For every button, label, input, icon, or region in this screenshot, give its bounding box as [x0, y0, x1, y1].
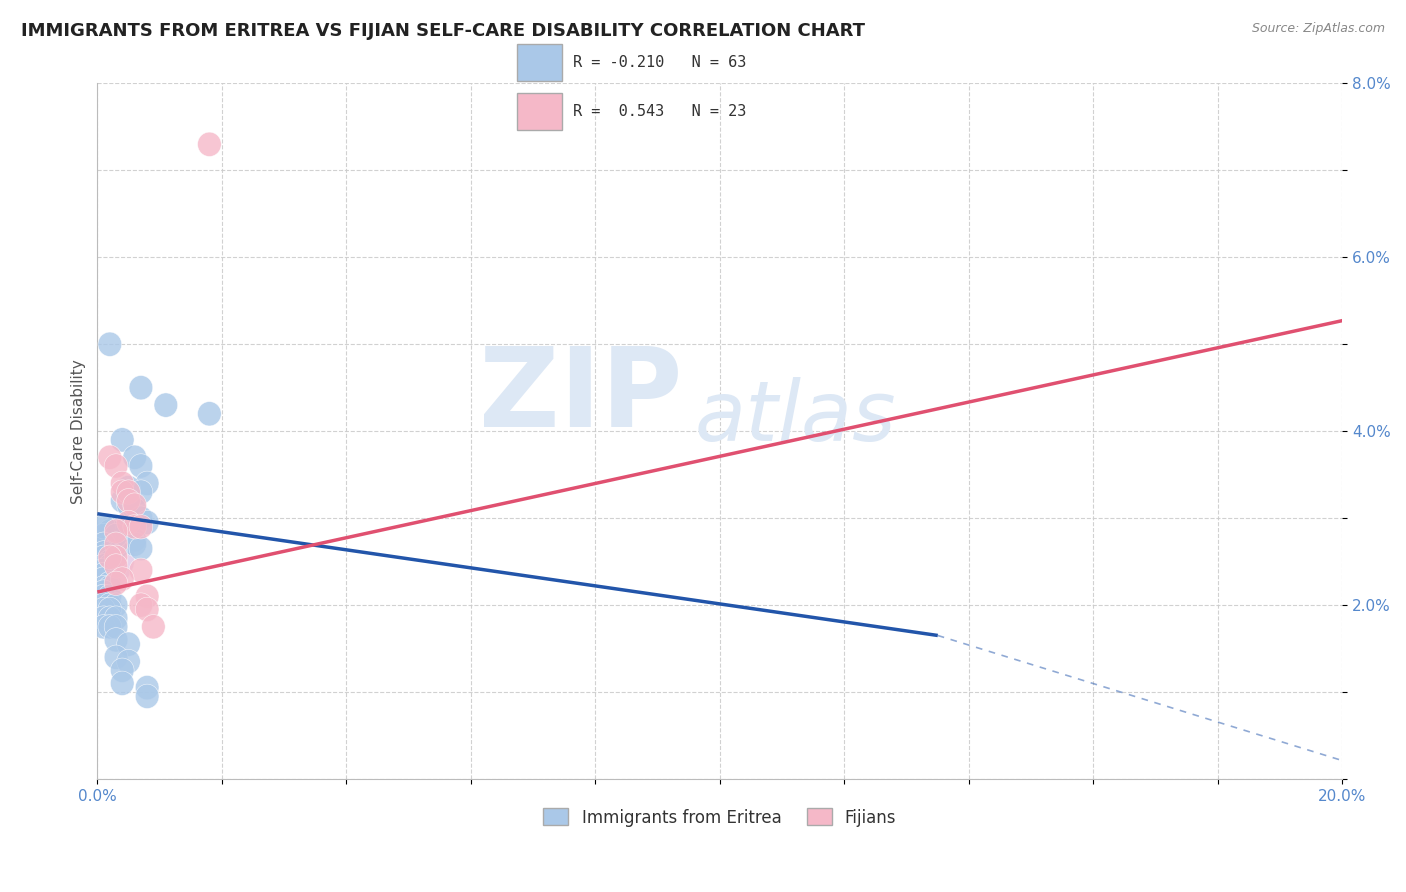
- Ellipse shape: [104, 532, 128, 557]
- Ellipse shape: [111, 658, 134, 682]
- Ellipse shape: [98, 532, 122, 557]
- Ellipse shape: [91, 584, 115, 608]
- Ellipse shape: [111, 519, 134, 543]
- FancyBboxPatch shape: [517, 44, 562, 81]
- Ellipse shape: [104, 645, 128, 669]
- Ellipse shape: [129, 515, 153, 539]
- Ellipse shape: [122, 532, 146, 557]
- Ellipse shape: [91, 615, 115, 639]
- Ellipse shape: [98, 541, 122, 565]
- Text: ZIP: ZIP: [479, 343, 682, 450]
- Ellipse shape: [91, 524, 115, 548]
- Ellipse shape: [98, 593, 122, 617]
- Ellipse shape: [91, 515, 115, 539]
- Ellipse shape: [98, 598, 122, 622]
- Ellipse shape: [142, 615, 166, 639]
- Ellipse shape: [122, 515, 146, 539]
- Ellipse shape: [79, 518, 128, 570]
- Ellipse shape: [91, 554, 115, 578]
- Ellipse shape: [135, 684, 159, 708]
- Ellipse shape: [91, 545, 115, 569]
- Ellipse shape: [135, 598, 159, 622]
- Text: Source: ZipAtlas.com: Source: ZipAtlas.com: [1251, 22, 1385, 36]
- Ellipse shape: [117, 524, 141, 548]
- Ellipse shape: [91, 575, 115, 599]
- Ellipse shape: [98, 615, 122, 639]
- Ellipse shape: [104, 571, 128, 596]
- Ellipse shape: [117, 493, 141, 517]
- Ellipse shape: [104, 545, 128, 569]
- Ellipse shape: [91, 598, 115, 622]
- Ellipse shape: [91, 580, 115, 604]
- Ellipse shape: [122, 445, 146, 469]
- Ellipse shape: [104, 515, 128, 539]
- Ellipse shape: [98, 332, 122, 357]
- FancyBboxPatch shape: [517, 93, 562, 130]
- Ellipse shape: [129, 480, 153, 504]
- Ellipse shape: [117, 510, 141, 534]
- Text: R = -0.210   N = 63: R = -0.210 N = 63: [574, 54, 747, 70]
- Ellipse shape: [98, 519, 122, 543]
- Ellipse shape: [104, 615, 128, 639]
- Ellipse shape: [155, 393, 177, 417]
- Ellipse shape: [73, 524, 135, 590]
- Ellipse shape: [98, 549, 122, 574]
- Ellipse shape: [111, 489, 134, 513]
- Ellipse shape: [98, 554, 122, 578]
- Y-axis label: Self-Care Disability: Self-Care Disability: [72, 359, 86, 504]
- Ellipse shape: [122, 497, 146, 522]
- Ellipse shape: [98, 545, 122, 569]
- Ellipse shape: [129, 454, 153, 478]
- Ellipse shape: [98, 545, 122, 569]
- Ellipse shape: [111, 671, 134, 696]
- Ellipse shape: [117, 480, 141, 504]
- Ellipse shape: [98, 445, 122, 469]
- Ellipse shape: [135, 584, 159, 608]
- Ellipse shape: [111, 471, 134, 496]
- Ellipse shape: [122, 528, 146, 552]
- Ellipse shape: [104, 519, 128, 543]
- Ellipse shape: [111, 427, 134, 452]
- Text: R =  0.543   N = 23: R = 0.543 N = 23: [574, 104, 747, 120]
- Ellipse shape: [198, 401, 221, 426]
- Ellipse shape: [135, 675, 159, 700]
- Ellipse shape: [91, 593, 115, 617]
- Ellipse shape: [104, 628, 128, 652]
- Ellipse shape: [111, 566, 134, 591]
- Ellipse shape: [117, 475, 141, 500]
- Ellipse shape: [98, 571, 122, 596]
- Ellipse shape: [104, 536, 128, 561]
- Ellipse shape: [129, 376, 153, 400]
- Ellipse shape: [135, 510, 159, 534]
- Ellipse shape: [91, 532, 115, 557]
- Ellipse shape: [98, 606, 122, 631]
- Ellipse shape: [122, 493, 146, 517]
- Ellipse shape: [117, 649, 141, 673]
- Ellipse shape: [129, 536, 153, 561]
- Ellipse shape: [91, 606, 115, 631]
- Ellipse shape: [135, 471, 159, 496]
- Ellipse shape: [91, 541, 115, 565]
- Ellipse shape: [104, 606, 128, 631]
- Ellipse shape: [198, 132, 221, 156]
- Ellipse shape: [98, 575, 122, 599]
- Ellipse shape: [91, 566, 115, 591]
- Ellipse shape: [117, 489, 141, 513]
- Ellipse shape: [111, 480, 134, 504]
- Ellipse shape: [104, 454, 128, 478]
- Legend: Immigrants from Eritrea, Fijians: Immigrants from Eritrea, Fijians: [537, 802, 903, 833]
- Text: IMMIGRANTS FROM ERITREA VS FIJIAN SELF-CARE DISABILITY CORRELATION CHART: IMMIGRANTS FROM ERITREA VS FIJIAN SELF-C…: [21, 22, 865, 40]
- Ellipse shape: [91, 558, 115, 582]
- Text: atlas: atlas: [695, 376, 897, 458]
- Ellipse shape: [98, 584, 122, 608]
- Ellipse shape: [104, 593, 128, 617]
- Ellipse shape: [104, 554, 128, 578]
- Ellipse shape: [129, 593, 153, 617]
- Ellipse shape: [129, 506, 153, 530]
- Ellipse shape: [104, 524, 128, 548]
- Ellipse shape: [117, 632, 141, 657]
- Ellipse shape: [129, 558, 153, 582]
- Ellipse shape: [91, 563, 115, 587]
